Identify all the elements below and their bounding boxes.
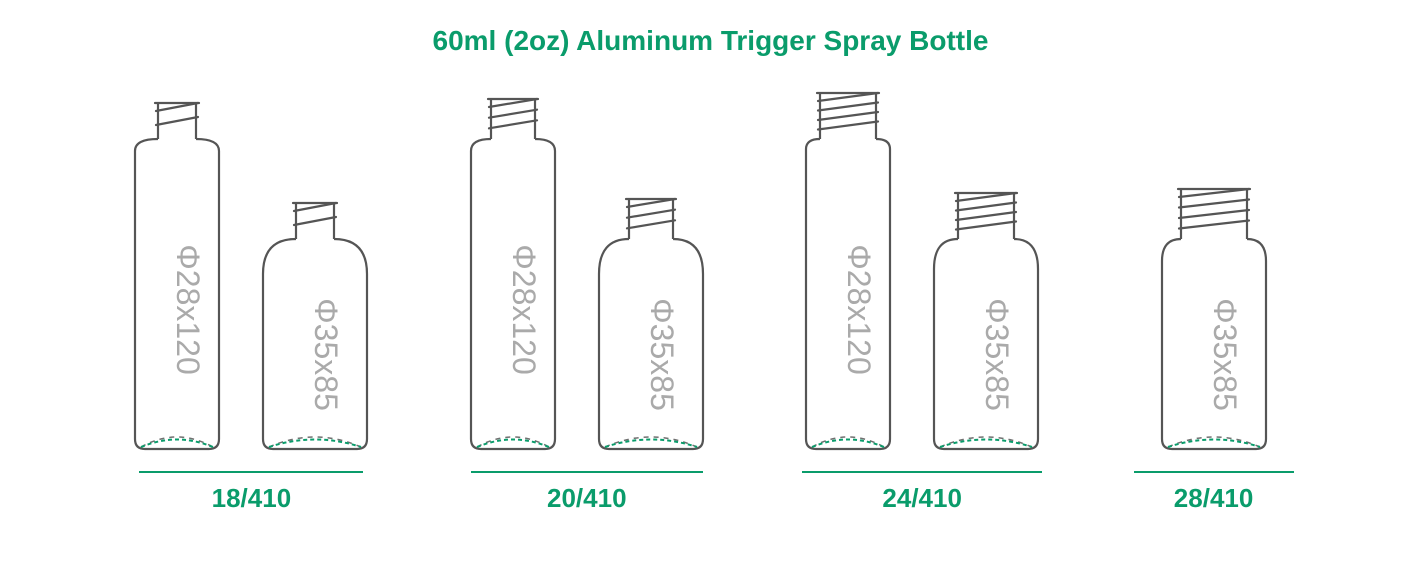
bottle-group: Φ28x120 Φ35x85 24/410	[798, 97, 1046, 514]
group-underline	[1134, 471, 1294, 473]
bottle-diagram: Φ28x120	[798, 81, 898, 457]
bottle-dim-label: Φ28x120	[170, 244, 206, 375]
bottle-diagram: Φ35x85	[255, 191, 375, 457]
bottle-group: Φ28x120 Φ35x85 18/410	[127, 97, 375, 514]
bottle: Φ35x85	[1154, 177, 1274, 457]
bottle-group: Φ28x120 Φ35x85 20/410	[463, 97, 711, 514]
bottle-dim-label: Φ28x120	[506, 244, 542, 375]
bottle: Φ28x120	[798, 81, 898, 457]
group-label: 18/410	[212, 483, 292, 514]
page-title: 60ml (2oz) Aluminum Trigger Spray Bottle	[0, 0, 1421, 57]
bottle: Φ35x85	[255, 191, 375, 457]
bottle: Φ35x85	[591, 187, 711, 457]
bottle-diagram: Φ28x120	[463, 87, 563, 457]
bottle-row: Φ28x120 Φ35x85	[463, 97, 711, 457]
bottle: Φ28x120	[463, 87, 563, 457]
bottle-diagram: Φ35x85	[926, 181, 1046, 457]
bottle-row: Φ28x120 Φ35x85	[798, 97, 1046, 457]
bottle-diagram: Φ35x85	[591, 187, 711, 457]
bottle-group: Φ35x85 28/410	[1134, 97, 1294, 514]
bottle-dim-label: Φ28x120	[841, 244, 877, 375]
bottle: Φ28x120	[127, 91, 227, 457]
bottle-dim-label: Φ35x85	[1207, 298, 1243, 411]
bottle-dim-label: Φ35x85	[979, 298, 1015, 411]
bottle-row: Φ35x85	[1154, 97, 1274, 457]
group-underline	[802, 471, 1042, 473]
bottle: Φ35x85	[926, 181, 1046, 457]
group-label: 28/410	[1174, 483, 1254, 514]
bottle-row: Φ28x120 Φ35x85	[127, 97, 375, 457]
group-underline	[139, 471, 363, 473]
bottle-dim-label: Φ35x85	[308, 298, 344, 411]
bottle-groups: Φ28x120 Φ35x85 18/410 Φ28x120 Φ35x85 20/…	[0, 97, 1421, 514]
bottle-diagram: Φ28x120	[127, 91, 227, 457]
group-label: 20/410	[547, 483, 627, 514]
bottle-diagram: Φ35x85	[1154, 177, 1274, 457]
group-underline	[471, 471, 703, 473]
group-label: 24/410	[882, 483, 962, 514]
bottle-dim-label: Φ35x85	[644, 298, 680, 411]
